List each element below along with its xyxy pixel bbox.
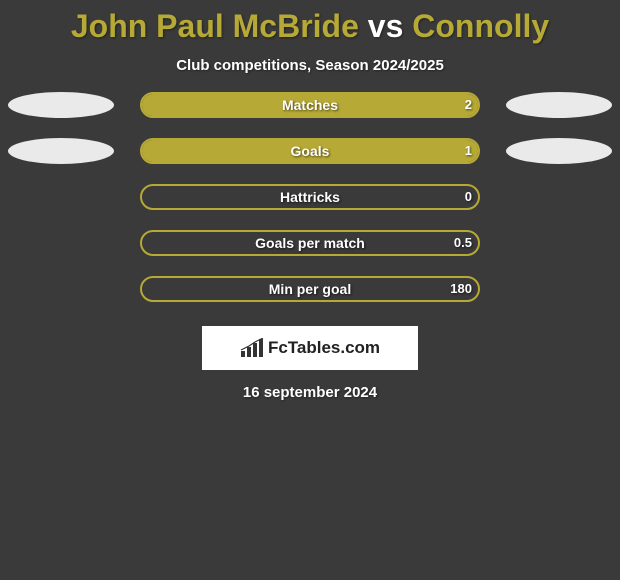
bar-container (140, 138, 480, 164)
bar-container (140, 184, 480, 210)
date-text: 16 september 2024 (0, 370, 620, 401)
stat-row: Matches2 (0, 92, 620, 118)
vs-text: vs (368, 8, 404, 44)
bar-fill-right (142, 140, 478, 162)
player1-ellipse (8, 92, 114, 118)
logo-box: FcTables.com (202, 326, 418, 370)
player2-name: Connolly (412, 8, 549, 44)
bar-chart-icon (240, 338, 264, 358)
player1-ellipse (8, 138, 114, 164)
player2-ellipse (506, 92, 612, 118)
stat-row: Goals per match0.5 (0, 230, 620, 256)
page-title: John Paul McBride vs Connolly (0, 0, 620, 49)
player1-name: John Paul McBride (71, 8, 359, 44)
stat-rows: Matches2 Goals1 Hattricks0 Goals per match0… (0, 92, 620, 302)
stat-row: Hattricks0 (0, 184, 620, 210)
player2-ellipse (506, 138, 612, 164)
bar-container (140, 92, 480, 118)
stat-row: Goals1 (0, 138, 620, 164)
logo-text: FcTables.com (268, 338, 380, 358)
bar-container (140, 276, 480, 302)
bar-fill-right (142, 94, 478, 116)
bar-container (140, 230, 480, 256)
stat-row: Min per goal180 (0, 276, 620, 302)
subtitle: Club competitions, Season 2024/2025 (0, 49, 620, 92)
